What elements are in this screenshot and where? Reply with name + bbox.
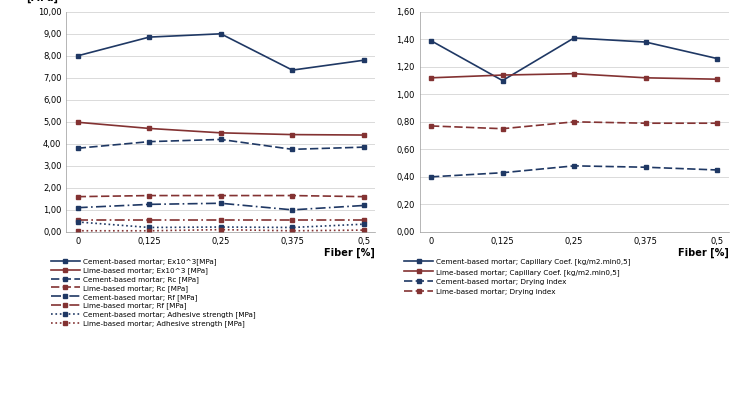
Text: Fiber [%]: Fiber [%]: [678, 247, 729, 257]
Text: Fiber [%]: Fiber [%]: [325, 247, 375, 257]
Legend: Cement-based mortar; Ex10^3[MPa], Lime-based mortar; Ex10^3 [MPa], Cement-based : Cement-based mortar; Ex10^3[MPa], Lime-b…: [51, 258, 255, 327]
Legend: Cement-based mortar; Capillary Coef. [kg/m2.min0,5], Lime-based mortar; Capillar: Cement-based mortar; Capillary Coef. [kg…: [404, 258, 630, 295]
Text: [MPa]: [MPa]: [26, 0, 58, 3]
